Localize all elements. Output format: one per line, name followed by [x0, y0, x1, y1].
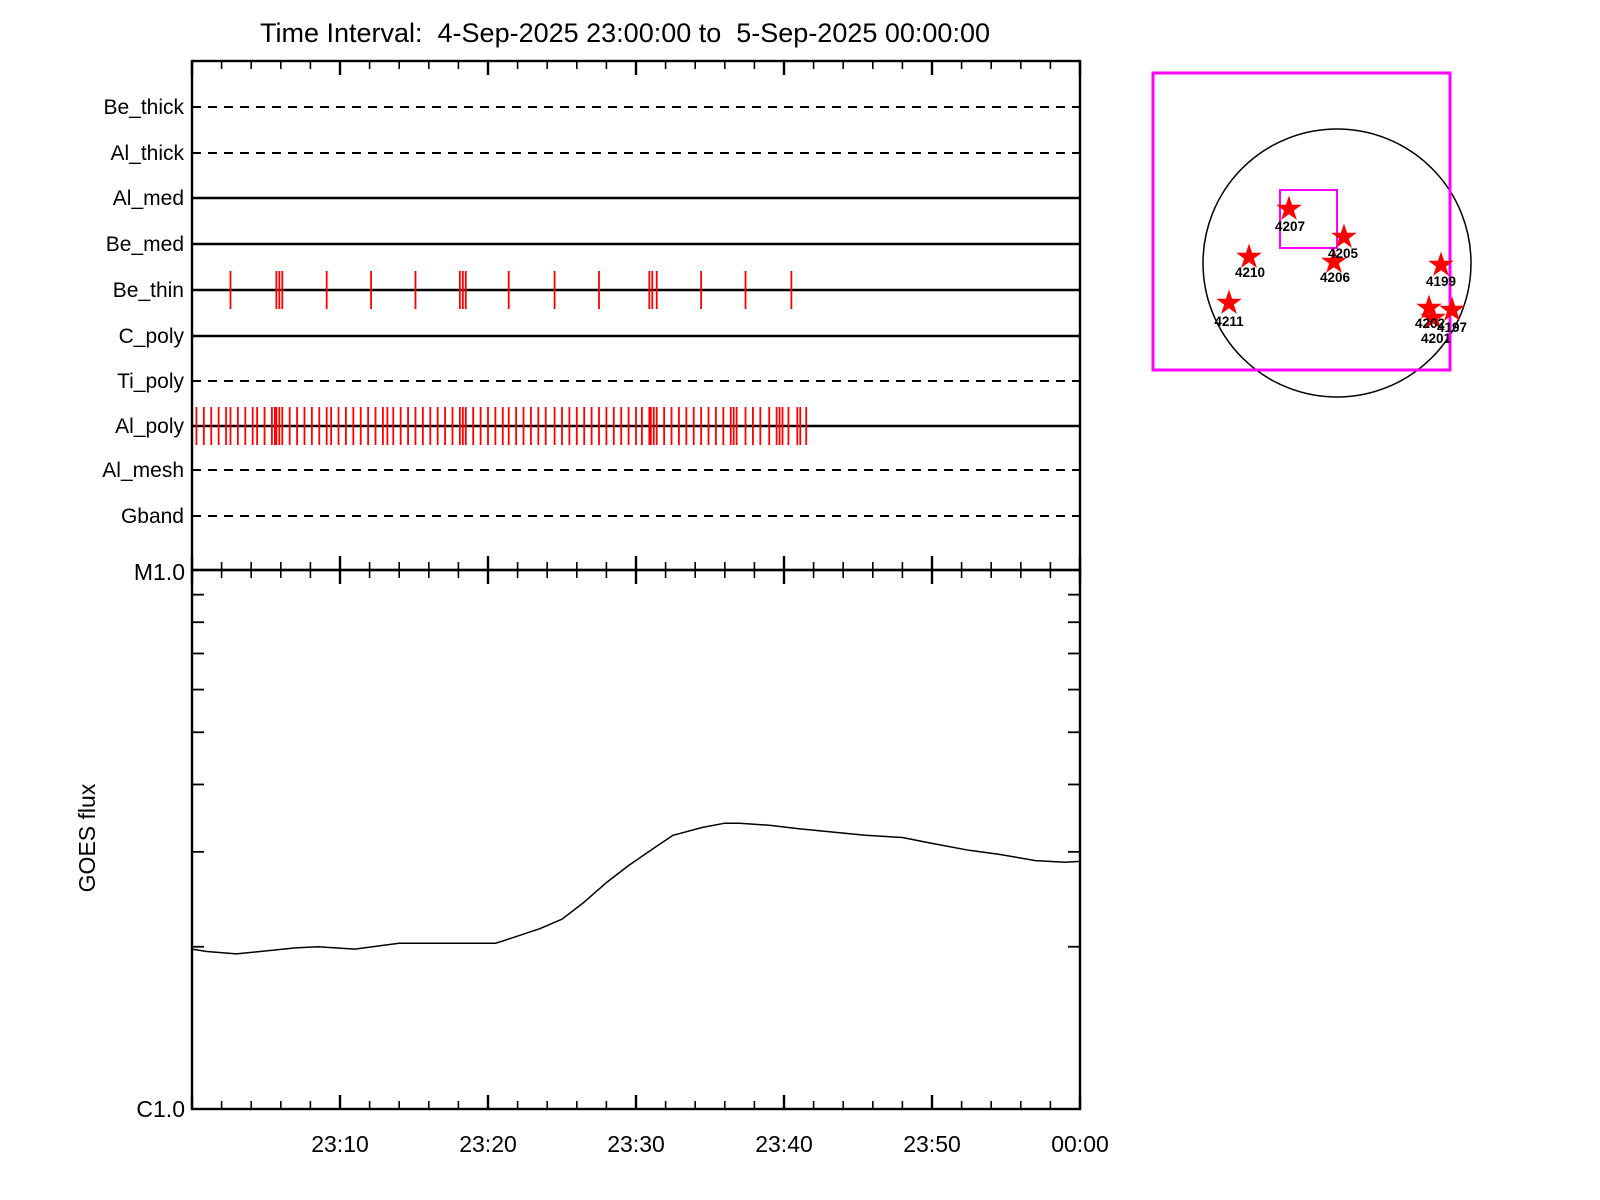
- active-region-star-4199: [1428, 251, 1454, 276]
- x-axis-label-23:40: 23:40: [755, 1131, 813, 1157]
- active-region-star-4207: [1276, 195, 1302, 220]
- active-region-label-4210: 4210: [1235, 265, 1265, 280]
- filter-label-Al_med: Al_med: [113, 187, 184, 210]
- filter-label-Al_mesh: Al_mesh: [102, 459, 184, 482]
- filter-label-Ti_poly: Ti_poly: [117, 370, 184, 393]
- active-region-star-4211: [1216, 289, 1242, 314]
- filter-label-C_poly: C_poly: [119, 325, 185, 348]
- goes-panel-border: [190, 568, 1082, 1111]
- active-region-star-4205: [1331, 223, 1357, 248]
- goes-y-axis-title: GOES flux: [74, 783, 100, 892]
- active-region-label-4205: 4205: [1328, 246, 1359, 261]
- xrt-sub-fov-rect: [1279, 189, 1338, 249]
- active-region-label-4199: 4199: [1426, 274, 1456, 289]
- active-region-star-4206: [1321, 248, 1347, 273]
- x-axis-label-23:20: 23:20: [459, 1131, 517, 1157]
- active-region-label-4211: 4211: [1214, 314, 1244, 329]
- active-region-star-4202: [1416, 294, 1442, 319]
- goes-flux-curve: [191, 822, 1081, 955]
- x-axis-label-23:50: 23:50: [903, 1131, 961, 1157]
- active-region-label-4197: 4197: [1437, 320, 1467, 335]
- active-region-label-4202: 4202: [1415, 316, 1445, 331]
- filter-label-Al_poly: Al_poly: [115, 415, 184, 438]
- filter-label-Be_thick: Be_thick: [103, 96, 184, 119]
- x-axis-label-23:10: 23:10: [311, 1131, 369, 1157]
- x-axis-label-00:00: 00:00: [1051, 1131, 1109, 1157]
- goes-ytop-label: M1.0: [134, 559, 185, 585]
- filter-label-Be_thin: Be_thin: [113, 279, 184, 302]
- xrt-fov-rect: [1151, 71, 1452, 372]
- filter-label-Gband: Gband: [121, 505, 184, 528]
- active-region-star-4201: [1420, 304, 1446, 329]
- x-axis-label-23:30: 23:30: [607, 1131, 665, 1157]
- goes-flux-panel: 23:10 23:20 23:30 23:40 23:50 00:00: [190, 568, 1109, 1157]
- filter-label-Be_med: Be_med: [106, 233, 184, 256]
- timeline-panel-border: [190, 59, 1082, 572]
- exposure-timeline-panel: Be_thick Al_thick Al_med Be_med Be_thin C_pol…: [102, 59, 1082, 584]
- active-region-star-4197: [1439, 296, 1465, 321]
- filter-label-Al_thick: Al_thick: [110, 142, 184, 165]
- active-region-label-4207: 4207: [1275, 219, 1305, 234]
- solar-limb-circle: [1202, 128, 1472, 398]
- plot-title: Time Interval: 4-Sep-2025 23:00:00 to 5-…: [260, 18, 990, 48]
- active-region-label-4201: 4201: [1421, 331, 1452, 346]
- goes-ybottom-label: C1.0: [136, 1096, 185, 1122]
- active-region-star-4210: [1236, 243, 1262, 268]
- active-region-label-4206: 4206: [1320, 270, 1351, 285]
